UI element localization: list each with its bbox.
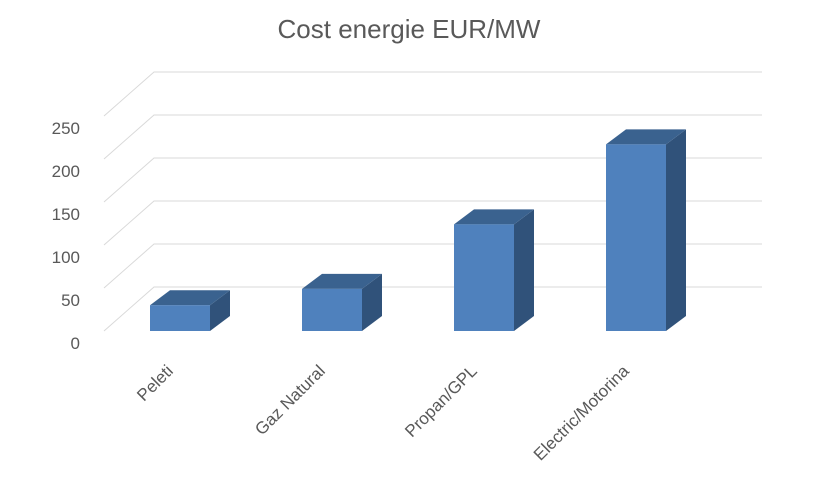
y-tick-label-4: 200 [52, 162, 80, 181]
x-category-label-3: Electric/Motorina [530, 361, 633, 464]
y-tick-label-2: 100 [52, 248, 80, 267]
bars [150, 129, 686, 331]
bar-1 [302, 273, 382, 331]
chart-title: Cost energie EUR/MW [277, 14, 541, 44]
bar-0 [150, 290, 230, 331]
bar-side-face-1 [362, 273, 382, 331]
y-axis-tick-labels: 0 50 100 150 200 250 [52, 119, 80, 353]
bar-front-face-0 [150, 305, 210, 331]
bar-2 [454, 209, 534, 331]
gridline-5 [103, 71, 762, 117]
bar-side-face-3 [666, 129, 686, 331]
bar-top-face-3 [606, 129, 686, 145]
bar-top-face-0 [150, 290, 230, 306]
x-category-label-1: Gaz Natural [251, 361, 329, 439]
gridline-2 [103, 200, 762, 246]
y-tick-label-5: 250 [52, 119, 80, 138]
bar-side-face-2 [514, 209, 534, 331]
y-tick-label-0: 0 [71, 334, 80, 353]
bar-front-face-3 [606, 144, 666, 331]
bar-3 [606, 129, 686, 331]
gridlines [103, 71, 762, 332]
y-tick-label-3: 150 [52, 205, 80, 224]
gridline-4 [103, 114, 762, 160]
bar-front-face-2 [454, 224, 514, 331]
bar-top-face-2 [454, 209, 534, 225]
gridline-3 [103, 157, 762, 203]
bar-side-face-0 [210, 290, 230, 331]
x-category-label-2: Propan/GPL [401, 361, 481, 441]
y-tick-label-1: 50 [61, 291, 80, 310]
bar-front-face-1 [302, 288, 362, 331]
gridline-0 [103, 286, 762, 332]
bar-top-face-1 [302, 273, 382, 289]
x-axis-category-labels: Peleti Gaz Natural Propan/GPL Electric/Moto… [133, 361, 633, 464]
x-category-label-0: Peleti [133, 361, 177, 405]
gridline-1 [103, 243, 762, 289]
